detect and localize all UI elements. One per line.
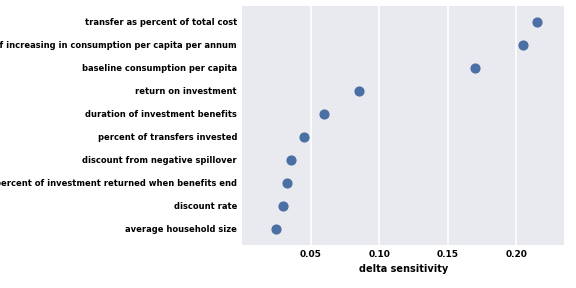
X-axis label: delta sensitivity: delta sensitivity <box>359 264 448 274</box>
Point <box>320 111 329 116</box>
Point <box>354 88 363 93</box>
Point <box>532 20 541 24</box>
Point <box>519 43 528 47</box>
Point <box>287 158 296 162</box>
Point <box>283 181 292 185</box>
Point <box>278 203 287 208</box>
Point <box>299 134 308 139</box>
Point <box>471 65 480 70</box>
Point <box>272 226 281 231</box>
